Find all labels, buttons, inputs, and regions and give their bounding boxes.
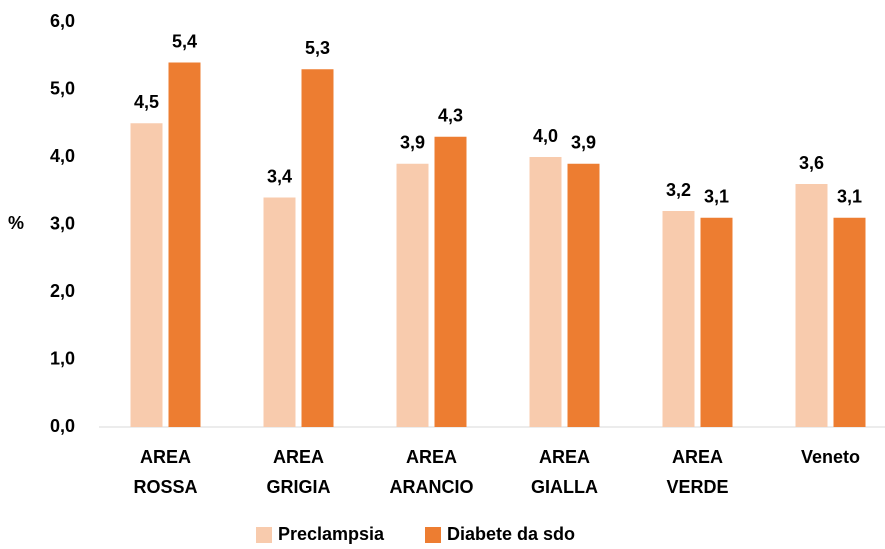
bar — [700, 217, 733, 427]
value-label: 3,2 — [666, 180, 691, 200]
value-label: 4,0 — [533, 126, 558, 146]
legend-label: Diabete da sdo — [447, 524, 575, 544]
bar — [833, 217, 866, 427]
value-label: 3,9 — [571, 133, 596, 153]
y-axis-label: % — [8, 213, 24, 233]
y-tick-label: 4,0 — [50, 146, 75, 166]
x-tick-label: AREA GRIGIA — [266, 447, 331, 497]
x-tick-label: AREA ARANCIO — [389, 447, 474, 497]
bar — [130, 123, 163, 427]
value-label: 5,3 — [305, 38, 330, 58]
value-label: 4,5 — [134, 92, 159, 112]
legend-swatch — [256, 527, 272, 543]
y-tick-label: 1,0 — [50, 348, 75, 368]
bar — [434, 136, 467, 427]
bar — [795, 184, 828, 427]
bar — [168, 62, 201, 427]
bar — [301, 69, 334, 427]
y-tick-label: 5,0 — [50, 78, 75, 98]
bar — [567, 163, 600, 427]
value-label: 3,1 — [704, 187, 729, 207]
bar — [396, 163, 429, 427]
value-label: 3,4 — [267, 166, 292, 186]
value-label: 5,4 — [172, 31, 197, 51]
bar — [529, 157, 562, 427]
bar — [662, 211, 695, 427]
x-tick-label: AREA GIALLA — [531, 447, 598, 497]
legend-swatch — [425, 527, 441, 543]
x-tick-label: AREA VERDE — [666, 447, 729, 497]
value-label: 3,1 — [837, 187, 862, 207]
y-tick-label: 3,0 — [50, 213, 75, 233]
bar — [263, 197, 296, 427]
value-label: 3,9 — [400, 133, 425, 153]
y-tick-label: 6,0 — [50, 11, 75, 31]
y-tick-label: 2,0 — [50, 281, 75, 301]
x-tick-label: AREA ROSSA — [133, 447, 198, 497]
legend-label: Preclampsia — [278, 524, 385, 544]
y-tick-label: 0,0 — [50, 416, 75, 436]
value-label: 4,3 — [438, 106, 463, 126]
x-tick-label: Veneto — [800, 447, 861, 467]
value-label: 3,6 — [799, 153, 824, 173]
